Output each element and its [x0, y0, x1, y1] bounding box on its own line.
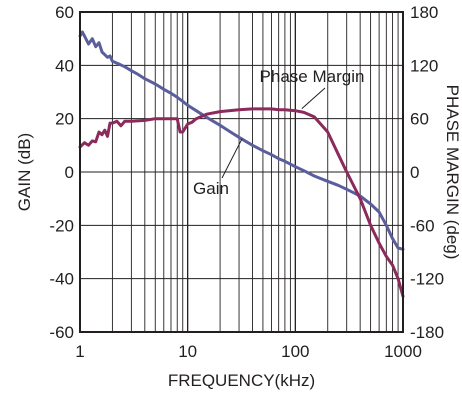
x-tick-label: 100 [281, 342, 309, 361]
phase-margin-leader-line [301, 87, 326, 110]
grid [80, 12, 403, 332]
annotations: Phase Margin Gain [193, 67, 364, 198]
x-tick-label: 1 [75, 342, 84, 361]
y-tick-label: 0 [65, 163, 74, 182]
x-axis-title: FREQUENCY(kHz) [168, 371, 315, 390]
y2-tick-label: 60 [410, 110, 429, 129]
gain-annotation: Gain [193, 179, 229, 198]
y2-tick-label: 0 [410, 163, 419, 182]
y2-tick-label: -120 [410, 270, 444, 289]
x-tick-label: 1000 [384, 342, 422, 361]
y-tick-label: -60 [49, 323, 74, 342]
y-tick-label: -40 [49, 270, 74, 289]
y2-tick-label: 120 [410, 56, 438, 75]
y-tick-label: 40 [55, 56, 74, 75]
y2-tick-label: -180 [410, 323, 444, 342]
plot-frame [79, 11, 404, 333]
series-layer [78, 30, 405, 298]
phase-margin-series-line [78, 107, 405, 298]
y2-tick-label: -60 [410, 216, 435, 235]
y2-axis-title: PHASE MARGIN (deg) [443, 85, 462, 260]
y-axis-title: GAIN (dB) [15, 133, 34, 211]
y-tick-label: 60 [55, 3, 74, 22]
y-tick-label: -20 [49, 216, 74, 235]
y-tick-label: 20 [55, 110, 74, 129]
tick-labels: 60 40 20 0 -20 -40 -60 180 120 60 0 -60 -120 -180 1 10 1… [49, 3, 444, 361]
phase-margin-annotation: Phase Margin [260, 67, 365, 86]
y2-tick-label: 180 [410, 3, 438, 22]
gain-leader-line [221, 138, 243, 179]
x-tick-label: 10 [178, 342, 197, 361]
gain-series-line [78, 30, 405, 251]
